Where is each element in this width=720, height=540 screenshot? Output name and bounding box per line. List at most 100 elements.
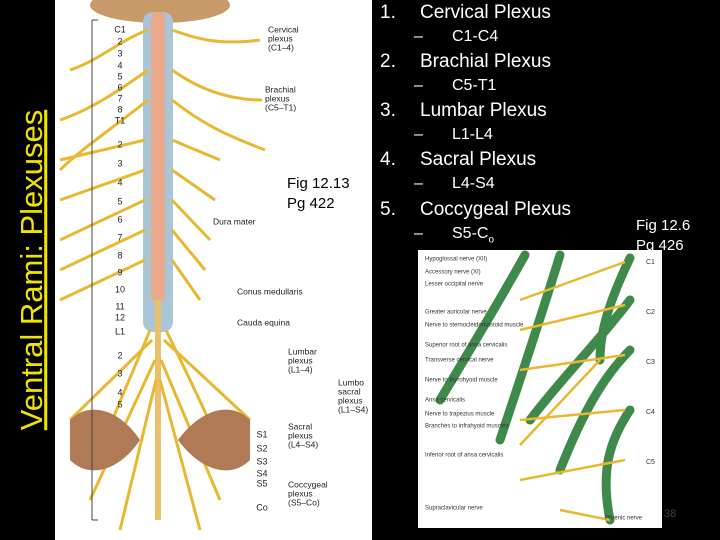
anatomy-label: plexus xyxy=(268,33,293,43)
anatomy-label: plexus xyxy=(288,488,313,498)
anatomy-label: Conus medullaris xyxy=(237,286,303,296)
list-number: 2. xyxy=(380,51,396,72)
level-label: C2 xyxy=(646,309,655,316)
list-dash: – xyxy=(414,77,423,94)
anatomy-label: (S5–Co) xyxy=(288,497,320,507)
list-range: L1-L4 xyxy=(452,126,493,143)
nerve-label: Superior root of ansa cervicalis xyxy=(425,343,507,349)
nerve-label: Branches to infrahyoid muscles xyxy=(425,424,508,430)
vertebra-label: 4 xyxy=(117,177,122,187)
anatomy-label: plexus xyxy=(288,430,313,440)
list-name: Cervical Plexus xyxy=(420,2,551,23)
list-range: C1-C4 xyxy=(452,28,498,45)
list-number: 3. xyxy=(380,100,396,121)
vertebra-label: 2 xyxy=(117,350,122,360)
vertebra-label: 8 xyxy=(117,104,122,114)
vertebra-label: 10 xyxy=(115,284,125,294)
nerve-label: Supraclavicular nerve xyxy=(425,506,483,512)
list-range: S5-C xyxy=(452,225,488,242)
list-dash: – xyxy=(414,28,423,45)
nerve-label: Nerve to trapezius muscle xyxy=(425,412,495,418)
list-number: 1. xyxy=(380,2,396,23)
vertebra-label: 2 xyxy=(117,36,122,46)
anatomy-label: (L4–S4) xyxy=(288,439,318,449)
nerve-label: Nerve to thyrohyoid muscle xyxy=(425,378,498,384)
vertebra-label: 7 xyxy=(117,232,122,242)
nerve-label: Phrenic nerve xyxy=(605,516,643,522)
vertebra-label: 3 xyxy=(117,48,122,58)
vertebra-label: 4 xyxy=(117,387,122,397)
anatomy-label: plexus xyxy=(288,355,313,365)
nerve-label: Hypoglossal nerve (XII) xyxy=(425,257,487,263)
vertebra-label: 6 xyxy=(117,82,122,92)
list-dash: – xyxy=(414,126,423,143)
figure-page: Pg 426 xyxy=(636,237,684,254)
list-number: 4. xyxy=(380,149,396,170)
vertebra-label: S4 xyxy=(256,468,267,478)
nerve-label: Ansa cervicalis xyxy=(425,398,465,404)
level-label: C3 xyxy=(646,359,655,366)
vertebra-label: T1 xyxy=(115,115,126,125)
nerve-label: Greater auricular nerve xyxy=(425,310,487,316)
anatomy-label: Dura mater xyxy=(213,216,256,226)
anatomy-label: (C5–T1) xyxy=(265,102,296,112)
anatomy-label: Brachial xyxy=(265,84,296,94)
vertebra-label: 4 xyxy=(117,60,122,70)
vertebra-label: S1 xyxy=(256,429,267,439)
anatomy-label: (C1–4) xyxy=(268,42,294,52)
vertebra-label: C1 xyxy=(114,24,126,34)
level-label: C1 xyxy=(646,259,655,266)
anatomy-label: plexus xyxy=(338,395,363,405)
nerve-label: Inferior root of ansa cervicalis xyxy=(425,453,503,459)
vertebra-label: Co xyxy=(256,502,268,512)
vertebra-label: 5 xyxy=(117,71,122,81)
anatomy-label: Cervical xyxy=(268,24,299,34)
vertebra-label: S3 xyxy=(256,456,267,466)
anatomy-label: (L1–S4) xyxy=(338,404,368,414)
list-dash: – xyxy=(414,225,423,242)
spinal-figure xyxy=(55,0,372,540)
nerve-label: Transverse cervical nerve xyxy=(425,358,494,364)
vertebra-label: 3 xyxy=(117,368,122,378)
nerve-label: Accessory nerve (XI) xyxy=(425,270,481,276)
slide-number: 38 xyxy=(664,508,676,520)
figure-page: Pg 422 xyxy=(287,195,335,212)
anatomy-label: Lumbo xyxy=(338,377,364,387)
list-range-subscript: o xyxy=(488,235,494,246)
list-name: Lumbar Plexus xyxy=(420,100,547,121)
anatomy-label: plexus xyxy=(265,93,290,103)
level-label: C4 xyxy=(646,409,655,416)
list-range: L4-S4 xyxy=(452,175,495,192)
vertebra-label: 3 xyxy=(117,158,122,168)
anatomy-label: sacral xyxy=(338,386,361,396)
slide-title: Ventral Rami: Plexuses xyxy=(14,110,49,430)
list-range: C5-T1 xyxy=(452,77,497,94)
anatomy-label: Sacral xyxy=(288,421,312,431)
vertebra-label: 2 xyxy=(117,139,122,149)
list-name: Brachial Plexus xyxy=(420,51,551,72)
vertebra-label: 11 xyxy=(115,301,124,311)
list-name: Coccygeal Plexus xyxy=(420,199,571,220)
level-label: C5 xyxy=(646,459,655,466)
anatomy-label: Lumbar xyxy=(288,346,317,356)
vertebra-label: 12 xyxy=(115,312,125,322)
vertebra-label: 8 xyxy=(117,250,122,260)
figure-caption: Fig 12.6 xyxy=(636,217,690,234)
vertebra-label: 6 xyxy=(117,214,122,224)
list-name: Sacral Plexus xyxy=(420,149,536,170)
cervical-plexus-figure xyxy=(418,250,662,528)
vertebra-label: S2 xyxy=(256,443,267,453)
vertebra-label: 9 xyxy=(117,267,122,277)
anatomy-label: (L1–4) xyxy=(288,364,313,374)
vertebra-label: 5 xyxy=(117,196,122,206)
list-dash: – xyxy=(414,175,423,192)
vertebra-label: L1 xyxy=(115,326,125,336)
list-number: 5. xyxy=(380,199,396,220)
nerve-label: Nerve to sternocleidomastoid muscle xyxy=(425,323,524,329)
vertebra-label: 5 xyxy=(117,399,122,409)
nerve-label: Lesser occipital nerve xyxy=(425,282,484,288)
vertebra-label: S5 xyxy=(256,478,267,488)
figure-caption: Fig 12.13 xyxy=(287,175,350,192)
vertebra-label: 7 xyxy=(117,93,122,103)
